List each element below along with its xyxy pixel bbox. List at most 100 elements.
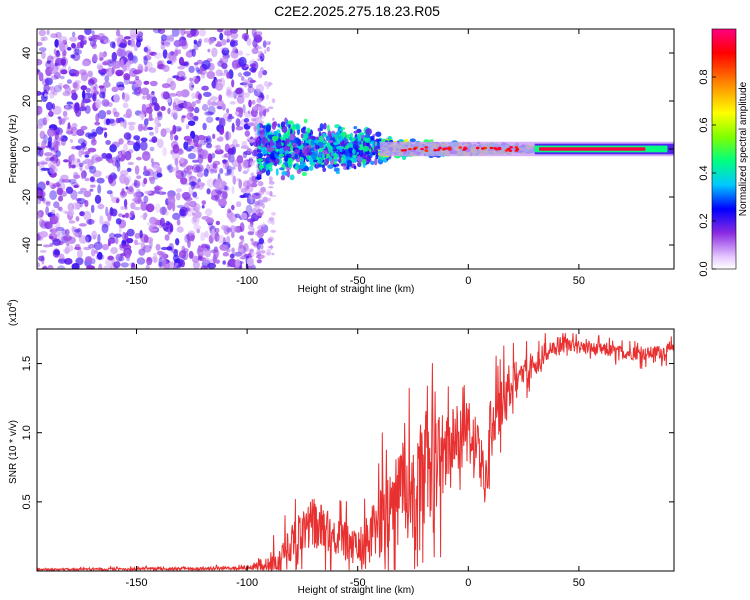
spectrogram-cell <box>50 33 58 39</box>
spectrogram-cell <box>205 137 211 142</box>
spectrogram-cell <box>133 191 142 199</box>
spectrogram-cell <box>245 190 250 194</box>
spectrogram-cell <box>236 95 245 104</box>
spectrogram-cell <box>318 148 324 153</box>
spectrogram-cell <box>243 71 252 77</box>
spectrogram-cell <box>258 152 263 158</box>
spectrogram-cell <box>105 206 109 217</box>
spectrogram-cell <box>128 185 134 192</box>
spectrogram-cell <box>184 233 191 243</box>
spectrogram-cell <box>66 46 72 51</box>
spectrogram-cell <box>275 168 279 176</box>
spectrogram-cell <box>267 197 271 202</box>
spectrogram-cell <box>80 125 88 131</box>
spectrogram-cell <box>327 145 333 153</box>
spectrogram-cell <box>162 49 168 59</box>
spectrogram-cell <box>37 212 42 217</box>
spectrogram-cell <box>192 203 201 213</box>
colorbar-tick-label: 0.0 <box>698 261 710 276</box>
spectrogram-cell <box>136 30 143 37</box>
spectrogram-cell <box>113 261 121 269</box>
spectrogram-cell <box>207 48 211 53</box>
spectrogram-cell <box>58 195 63 202</box>
spectrogram-cell <box>38 47 47 52</box>
spectrogram-cell <box>198 38 203 44</box>
spectrogram-cell <box>169 224 174 233</box>
spectrogram-cell <box>250 238 254 242</box>
spectrogram-cell <box>88 166 94 170</box>
spectrogram-cell <box>74 243 81 250</box>
spectrogram-cell <box>172 101 177 111</box>
spectrogram-cell <box>187 230 196 236</box>
spectrogram-cell <box>120 121 124 127</box>
spectrogram-cell <box>267 238 273 244</box>
spectrogram-cell <box>251 47 259 55</box>
spectrogram-cell <box>209 249 219 254</box>
spectrogram-cell <box>122 92 130 103</box>
spectrogram-cell <box>332 141 339 146</box>
spectrogram-cell <box>228 113 233 118</box>
spectrogram-cell <box>88 244 96 249</box>
spectrogram-cell <box>77 34 85 41</box>
spectrogram-cell <box>196 69 203 75</box>
spectrogram-cell <box>40 161 48 165</box>
spectrogram-cell <box>164 234 170 241</box>
spectrogram-cell <box>37 41 43 46</box>
spectrogram-cell <box>265 169 271 176</box>
spectrogram-cell <box>300 140 304 144</box>
spectrogram-cell <box>71 164 76 169</box>
spectrogram-cell <box>170 131 174 141</box>
spectrogram-cell <box>246 257 254 267</box>
spectrogram-cell <box>322 167 327 172</box>
spectrogram-cell <box>175 170 184 180</box>
spectrogram-ylabel: Frequency (Hz) <box>8 115 19 184</box>
spectrogram-cell <box>205 116 214 123</box>
spectrogram-xtick-label: -100 <box>236 275 258 287</box>
colorbar: 0.0 0.2 0.4 0.6 0.8 Normalized spectral ampl… <box>698 28 749 277</box>
spectrogram-cell <box>169 34 175 42</box>
spectrogram-cell <box>249 177 254 181</box>
spectrogram-cell <box>402 155 407 160</box>
spectrogram-cell <box>105 67 114 77</box>
spectrogram-cell <box>100 52 106 59</box>
spectrogram-cell <box>362 162 366 169</box>
spectrogram-cell <box>266 94 269 100</box>
spectrogram-cell <box>311 152 317 160</box>
spectrogram-cell <box>249 139 254 144</box>
spectrogram-cell <box>49 147 54 151</box>
spectrogram-cell <box>60 209 68 214</box>
spectrogram-cell <box>42 200 51 205</box>
spectrogram-cell <box>186 112 195 121</box>
spectrogram-cell <box>113 233 123 238</box>
spectrogram-cell <box>81 60 90 67</box>
spectrogram-cell <box>37 161 40 166</box>
spectrogram-cell <box>185 50 194 58</box>
spectrogram-cell <box>55 57 64 66</box>
spectrogram-cell <box>248 99 252 108</box>
spectrogram-cell <box>218 198 227 207</box>
spectrogram-cell <box>174 262 179 267</box>
spectrogram-cell <box>115 218 122 225</box>
spectrogram-ytick-label: -40 <box>21 237 33 253</box>
spectrogram-cell <box>78 223 87 227</box>
spectrogram-cell <box>185 210 194 217</box>
spectrogram-cell <box>240 251 247 260</box>
spectrogram-cell <box>194 166 203 173</box>
spectrogram-cell <box>80 101 85 111</box>
spectrogram-cell <box>214 79 218 83</box>
spectrogram-cell <box>174 49 179 57</box>
spectrogram-cell <box>37 142 41 146</box>
spectrogram-cell <box>188 145 195 150</box>
spectrogram-cell <box>61 137 67 146</box>
spectrogram-cell <box>124 212 129 219</box>
spectrogram-cell <box>257 46 262 50</box>
spectrogram-cell <box>126 228 135 237</box>
spectrogram-cell <box>256 123 260 131</box>
spectrogram-cell <box>298 165 305 169</box>
spectrogram-cell <box>61 118 67 123</box>
spectrogram-cell <box>45 206 49 216</box>
spectrogram-cell <box>112 173 118 180</box>
spectrogram-cell <box>243 79 249 88</box>
snr-frame <box>36 328 675 572</box>
spectrogram-cell <box>60 174 69 181</box>
